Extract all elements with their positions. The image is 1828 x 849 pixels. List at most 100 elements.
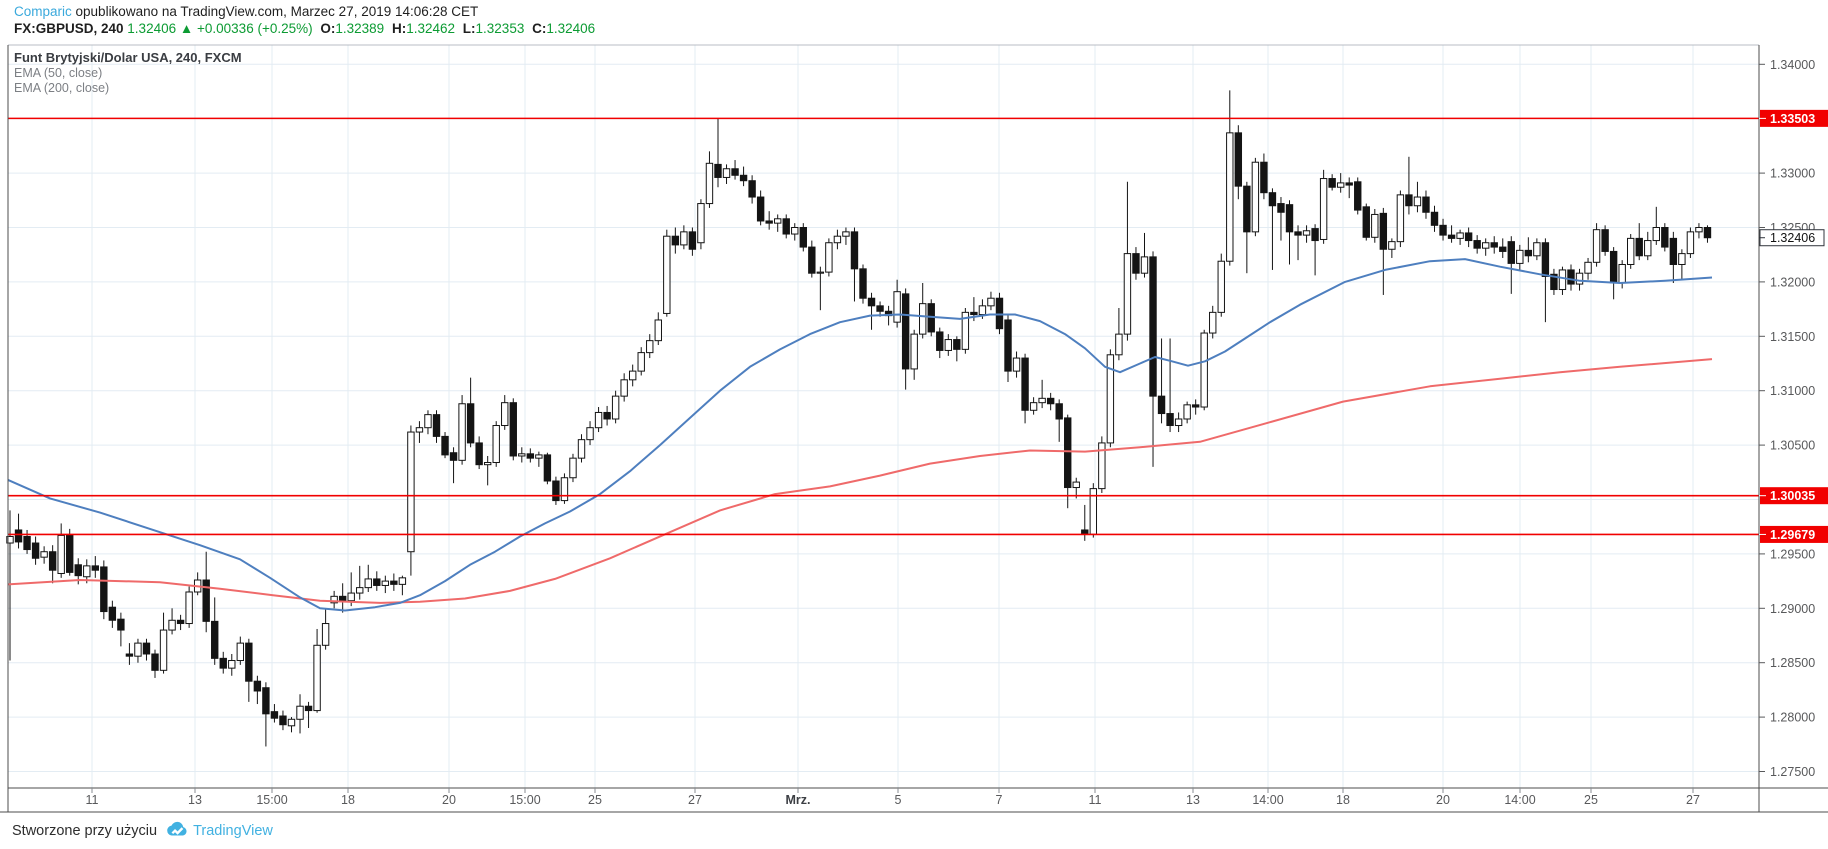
candle	[1396, 190, 1405, 248]
candle	[1226, 90, 1234, 266]
candle	[910, 329, 918, 380]
time-axis-label: 18	[1336, 793, 1350, 807]
candle	[646, 334, 654, 359]
candle	[765, 211, 773, 230]
candle	[1149, 251, 1157, 467]
candle	[48, 545, 57, 584]
candle	[1567, 264, 1575, 291]
candle	[142, 638, 151, 661]
time-axis-label: 25	[1584, 793, 1598, 807]
grid-lines	[8, 45, 1759, 788]
candle	[953, 336, 961, 362]
candle	[1345, 177, 1353, 199]
close-label: C:	[532, 21, 547, 36]
candle	[1021, 353, 1029, 424]
price-axis[interactable]: 1.340001.330001.325001.320001.315001.310…	[1759, 58, 1828, 779]
candle	[1183, 401, 1191, 424]
candle	[262, 682, 270, 747]
level-price-tag-text: 1.30035	[1770, 489, 1815, 503]
candle	[1268, 188, 1277, 270]
attribution-text: Stworzone przy użyciu	[12, 822, 158, 839]
candle	[731, 160, 739, 180]
candle	[475, 436, 483, 470]
candle	[449, 447, 458, 484]
time-axis-label: Mrz.	[786, 793, 811, 807]
time-axis-label: 20	[1436, 793, 1450, 807]
time-axis-label: 25	[588, 793, 602, 807]
level-price-tag	[1760, 487, 1828, 505]
ema200-legend[interactable]: EMA (200, close)	[14, 81, 110, 95]
candle	[390, 573, 398, 591]
candle	[1209, 305, 1217, 339]
candle	[663, 229, 671, 317]
candle	[543, 452, 552, 485]
candle	[347, 572, 355, 607]
instrument-title[interactable]: Funt Brytyjski/Dolar USA, 240, FXCM	[14, 50, 242, 65]
candle	[296, 694, 304, 734]
candle	[833, 229, 842, 250]
candle	[6, 510, 14, 661]
candle	[364, 564, 372, 592]
candle	[586, 421, 594, 446]
candle	[850, 227, 859, 302]
candle	[134, 638, 142, 663]
candlestick-series[interactable]	[6, 90, 1712, 747]
publish-text: opublikowano na TradingView.com, Marzec …	[75, 4, 479, 19]
candle	[1541, 238, 1550, 323]
tradingview-brand-link[interactable]: TradingView	[193, 822, 273, 839]
candle	[671, 227, 680, 254]
candle	[356, 565, 364, 600]
price-level-lines[interactable]	[8, 117, 1759, 536]
candle	[245, 638, 253, 702]
candle	[100, 560, 108, 620]
time-axis-label: 11	[86, 793, 99, 807]
author-link[interactable]: Comparic	[14, 4, 72, 19]
candle	[944, 334, 952, 356]
time-axis-label: 5	[895, 793, 902, 807]
candle	[1336, 173, 1345, 193]
candle	[697, 199, 705, 250]
time-axis-label: 13	[1186, 793, 1200, 807]
candle	[1678, 249, 1686, 280]
candle	[441, 432, 449, 459]
price-axis-label: 1.31000	[1770, 384, 1815, 398]
candle	[108, 600, 117, 628]
candle	[1481, 238, 1490, 256]
price-axis-label: 1.27500	[1770, 765, 1815, 779]
price-axis-label: 1.29000	[1770, 602, 1815, 616]
low-value: 1.32353	[475, 21, 525, 36]
ema200-line	[7, 358, 1713, 604]
level-price-tag-text: 1.33503	[1770, 112, 1815, 126]
candle	[1524, 237, 1533, 263]
candle	[1703, 225, 1712, 243]
candle	[816, 266, 825, 311]
level-price-tag	[1760, 525, 1828, 543]
candle	[373, 571, 381, 591]
candle	[40, 546, 48, 564]
candle	[313, 628, 321, 713]
price-axis-label: 1.28500	[1770, 656, 1815, 670]
candle	[168, 608, 176, 635]
candle	[219, 651, 227, 674]
candle	[1601, 225, 1609, 256]
candle	[739, 166, 748, 187]
time-axis[interactable]: 11 13 15:00 18 20 15:00 25 27 Mrz. 5 7 11 13 14:00 18 2…	[86, 788, 1700, 807]
attribution-footer: Stworzone przy użyciu TradingView	[12, 821, 273, 840]
candle	[620, 373, 628, 402]
candle	[1473, 235, 1481, 254]
candle	[1686, 227, 1695, 258]
time-axis-label: 15:00	[256, 793, 287, 807]
candle	[1098, 436, 1106, 493]
tradingview-logo-icon[interactable]	[166, 821, 188, 840]
ema50-legend[interactable]: EMA (50, close)	[14, 65, 103, 80]
candle	[1447, 225, 1456, 243]
candle	[1592, 223, 1601, 267]
candle	[714, 118, 722, 188]
candle	[1200, 329, 1208, 411]
candle	[1174, 412, 1183, 433]
candle	[398, 575, 407, 596]
time-axis-label: 14:00	[1252, 793, 1283, 807]
candle	[1464, 227, 1473, 248]
